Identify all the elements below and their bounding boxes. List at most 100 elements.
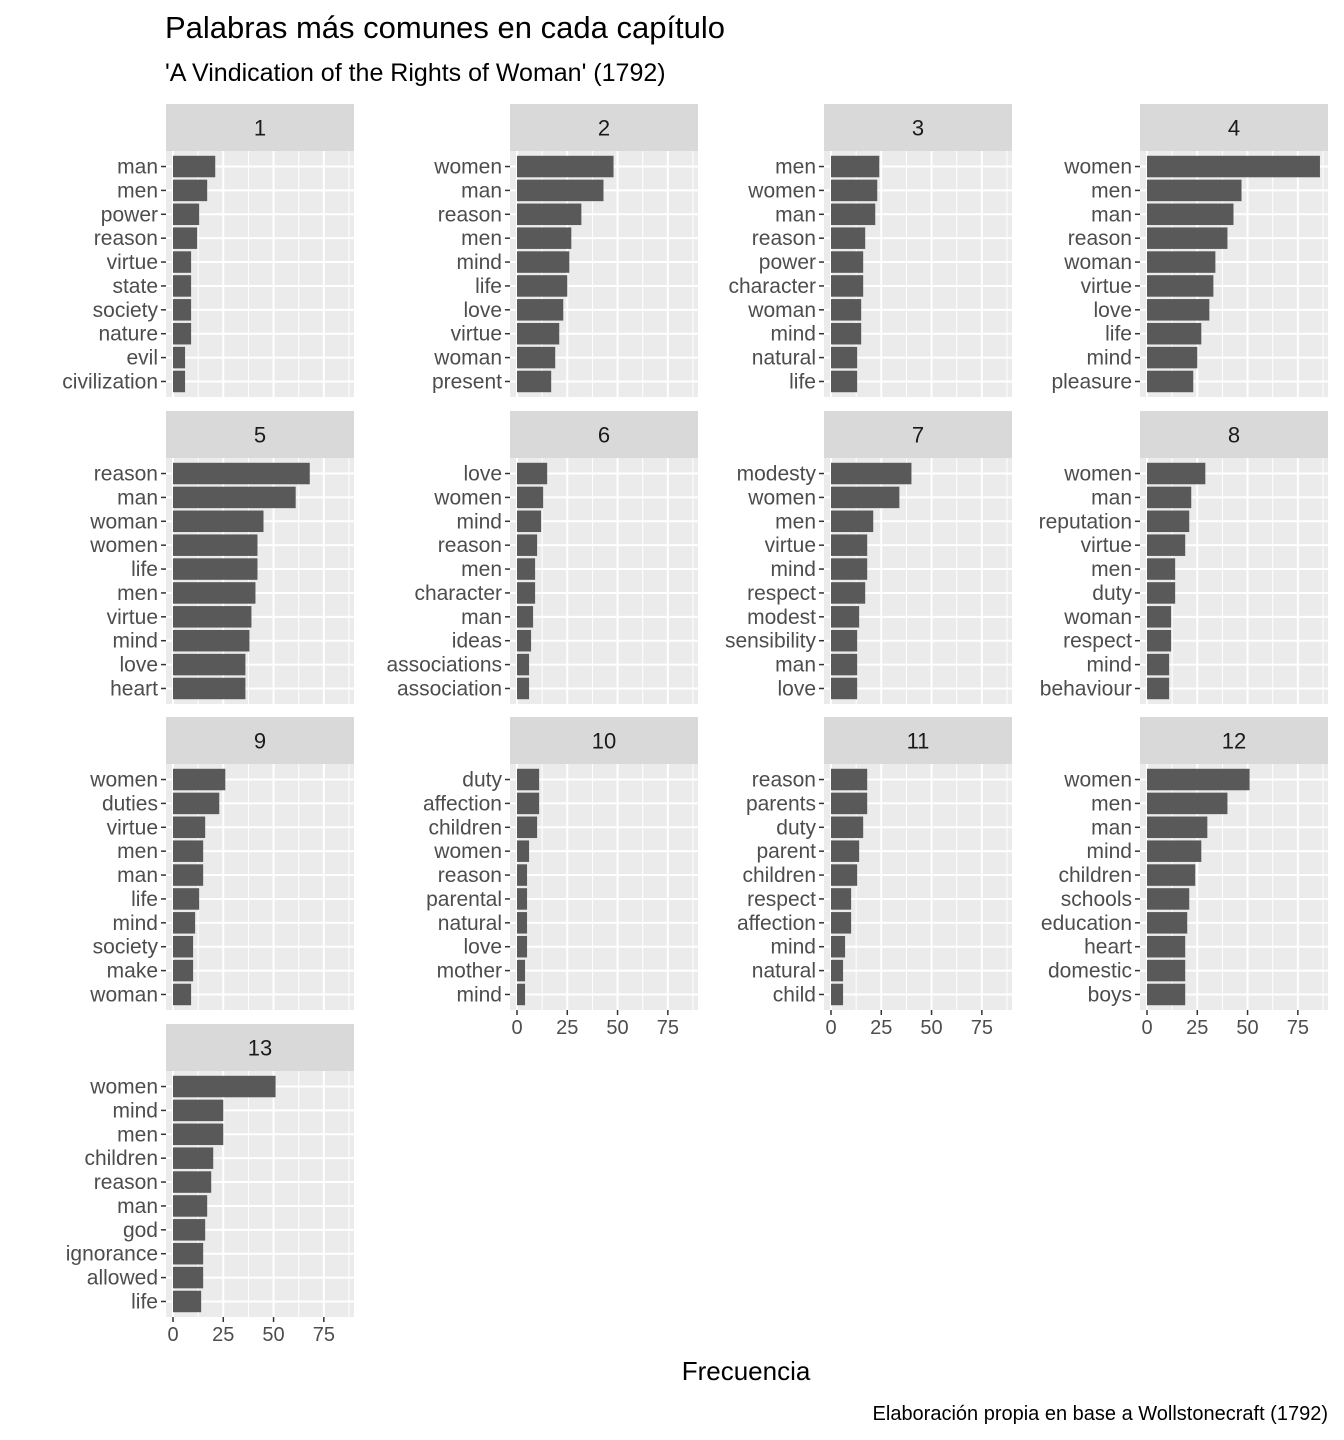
x-tick-label: 75 (313, 1324, 335, 1346)
bar (173, 251, 192, 273)
word-label: associations (386, 654, 502, 677)
word-label: men (775, 510, 816, 533)
word-label: modest (747, 606, 816, 629)
word-label: women (1063, 463, 1132, 486)
bar (1147, 935, 1186, 958)
facet-strip-label: 8 (1228, 423, 1240, 448)
facet-strip (824, 717, 1012, 764)
bar (1147, 558, 1176, 580)
bar (173, 1075, 276, 1098)
bar (1147, 864, 1196, 886)
word-label: men (117, 582, 158, 605)
bar (517, 959, 526, 982)
bar (173, 677, 246, 700)
bar (1147, 677, 1170, 700)
bar (831, 486, 900, 509)
word-label: parental (426, 888, 502, 911)
word-label: life (131, 1290, 158, 1313)
bar (1147, 346, 1198, 369)
facet-strip (1140, 717, 1328, 764)
facet-strip-label: 5 (254, 423, 266, 448)
bar (831, 582, 866, 604)
bar (517, 179, 604, 202)
word-label: power (101, 203, 158, 226)
bar (831, 677, 858, 700)
word-label: men (1091, 792, 1132, 815)
bar (173, 792, 220, 815)
word-label: reason (752, 227, 816, 250)
bar (173, 653, 246, 676)
bar (831, 227, 866, 249)
bar (831, 275, 864, 297)
facet-strip (1140, 104, 1328, 151)
facet-strip-label: 11 (907, 729, 930, 754)
bar (1147, 912, 1188, 934)
facet-strip-label: 4 (1228, 116, 1240, 141)
bar (831, 155, 880, 178)
x-tick-label: 0 (167, 1324, 178, 1346)
bar (1147, 510, 1190, 533)
facet-strip (166, 104, 354, 151)
bar (173, 179, 208, 202)
bar (831, 912, 852, 934)
word-label: woman (89, 510, 158, 533)
word-label: heart (110, 677, 158, 700)
word-label: modesty (737, 463, 817, 486)
bar (173, 322, 192, 345)
bar (173, 346, 186, 369)
word-label: man (117, 486, 158, 509)
word-label: boys (1088, 983, 1132, 1006)
bar (831, 935, 846, 958)
word-label: allowed (87, 1267, 158, 1290)
word-label: women (433, 840, 502, 863)
word-label: women (433, 156, 502, 179)
facet-strip-label: 2 (598, 116, 610, 141)
bar (517, 653, 530, 676)
bar (1147, 629, 1172, 652)
bar (173, 1242, 204, 1265)
bar (1147, 888, 1190, 910)
word-label: women (89, 1076, 158, 1099)
bar (517, 582, 536, 604)
word-label: women (1063, 769, 1132, 792)
facet-strip-label: 3 (912, 116, 924, 141)
bar (517, 299, 564, 321)
bar (831, 534, 868, 556)
bar (517, 935, 528, 958)
bar (173, 1195, 208, 1217)
word-label: man (461, 606, 502, 629)
x-tick-label: 0 (825, 1017, 836, 1039)
bar (517, 606, 534, 628)
bar (831, 840, 860, 862)
word-label: men (117, 840, 158, 863)
bar (517, 983, 526, 1006)
x-tick-label: 25 (556, 1017, 578, 1039)
bar (1147, 606, 1172, 628)
x-tick-label: 0 (511, 1017, 522, 1039)
word-label: education (1041, 912, 1132, 935)
word-label: duty (1092, 582, 1132, 605)
word-label: man (117, 864, 158, 887)
bar (517, 534, 538, 556)
word-label: virtue (765, 534, 816, 557)
x-tick-label: 25 (1186, 1017, 1208, 1039)
word-label: children (1058, 864, 1132, 887)
x-tick-label: 50 (262, 1324, 284, 1346)
word-label: virtue (107, 251, 158, 274)
word-label: reason (94, 463, 158, 486)
bar (517, 864, 528, 886)
word-label: association (397, 677, 502, 700)
bar (831, 558, 868, 580)
bar (831, 251, 864, 273)
word-label: society (93, 299, 159, 322)
bar (173, 864, 204, 886)
facet-strip-label: 6 (598, 423, 610, 448)
bar (517, 155, 614, 178)
facet-strip (510, 104, 698, 151)
word-label: mind (456, 251, 502, 274)
bar (831, 346, 858, 369)
word-label: love (1093, 299, 1132, 322)
bar (517, 816, 538, 839)
bar (173, 816, 206, 839)
word-label: love (777, 677, 816, 700)
